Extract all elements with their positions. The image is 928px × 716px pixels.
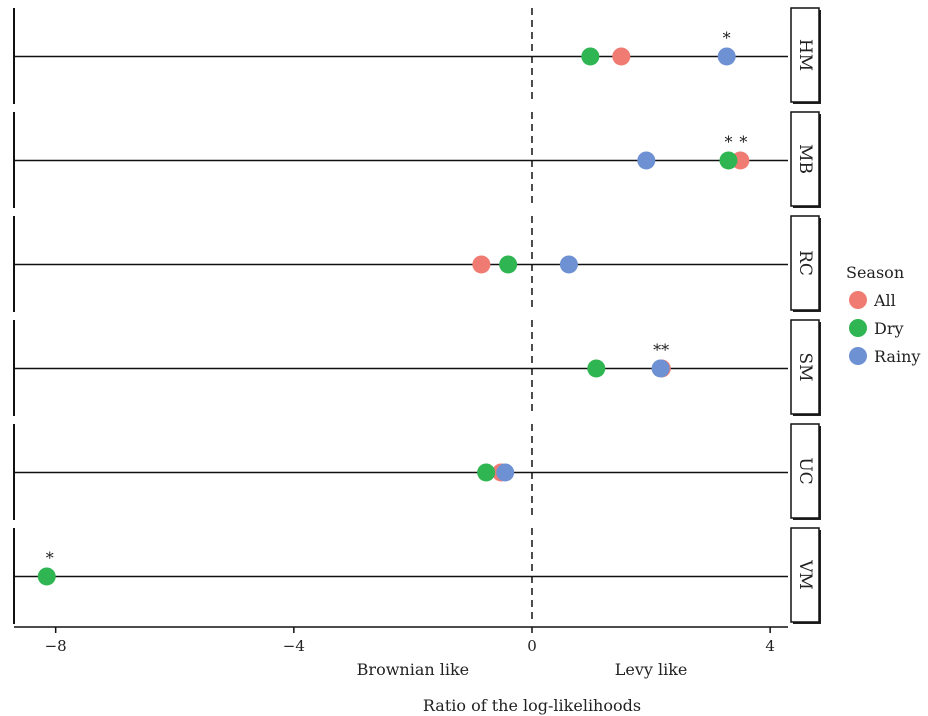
strip-box-sm bbox=[790, 319, 820, 415]
significance-marker: * bbox=[723, 28, 731, 47]
strip-label-rc: RC bbox=[795, 250, 815, 276]
point-dry-sm bbox=[587, 359, 606, 378]
significance-marker: * bbox=[46, 548, 54, 567]
significance-marker: * bbox=[739, 132, 747, 151]
strip-box-vm bbox=[790, 527, 820, 623]
x-tick-label: −4 bbox=[283, 637, 305, 655]
legend-label-all: All bbox=[873, 291, 896, 310]
point-rainy-hm bbox=[717, 47, 736, 66]
point-rainy-sm bbox=[651, 359, 670, 378]
strip-label-sm: SM bbox=[795, 352, 815, 381]
legend-swatch-dry bbox=[849, 319, 867, 337]
strip-box-hm bbox=[790, 7, 820, 103]
point-dry-vm bbox=[37, 567, 56, 586]
point-dry-rc bbox=[499, 255, 518, 274]
strip-box-uc bbox=[790, 423, 820, 519]
x-tick-label: 0 bbox=[527, 637, 537, 655]
strip-label-hm: HM bbox=[795, 39, 815, 71]
point-dry-mb bbox=[719, 151, 738, 170]
point-rainy-rc bbox=[559, 255, 578, 274]
brownian-like-label: Brownian like bbox=[357, 660, 469, 679]
legend-label-rainy: Rainy bbox=[874, 347, 920, 366]
legend-swatch-all bbox=[849, 291, 867, 309]
strip-label-uc: UC bbox=[795, 457, 815, 484]
significance-marker: ** bbox=[653, 340, 669, 359]
point-dry-uc bbox=[477, 463, 496, 482]
legend-swatch-rainy bbox=[849, 347, 867, 365]
strip-box-mb bbox=[790, 111, 820, 207]
significance-marker: * bbox=[724, 132, 732, 151]
levy-like-label: Levy like bbox=[615, 660, 688, 679]
point-dry-hm bbox=[581, 47, 600, 66]
point-all-rc bbox=[472, 255, 491, 274]
x-tick-label: 4 bbox=[765, 637, 775, 655]
strip-label-mb: MB bbox=[795, 144, 815, 174]
point-all-hm bbox=[612, 47, 631, 66]
point-rainy-uc bbox=[496, 463, 515, 482]
legend-title: Season bbox=[846, 263, 904, 282]
x-axis-title: Ratio of the log-likelihoods bbox=[423, 696, 641, 715]
legend-label-dry: Dry bbox=[874, 319, 904, 338]
strip-box-rc bbox=[790, 215, 820, 311]
x-tick-label: −8 bbox=[45, 637, 67, 655]
point-rainy-mb bbox=[637, 151, 656, 170]
strip-label-vm: VM bbox=[795, 559, 815, 590]
